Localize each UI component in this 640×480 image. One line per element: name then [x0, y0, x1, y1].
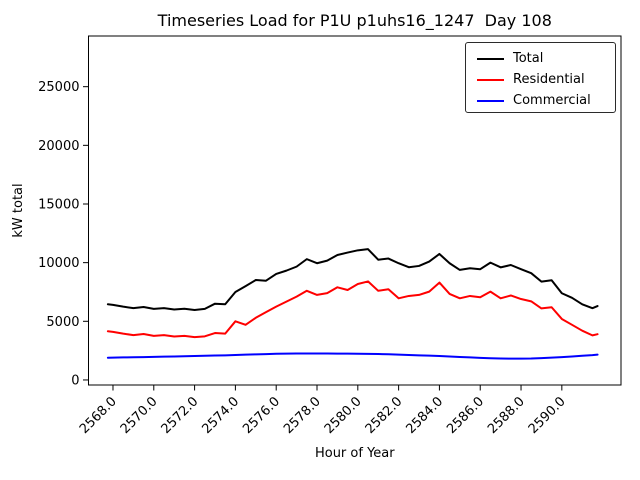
- commercial-line-swatch: [477, 99, 504, 102]
- legend-entry-total: Total: [466, 48, 615, 69]
- x-axis-label: Hour of Year: [315, 446, 395, 461]
- legend-label-total: Total: [513, 51, 544, 66]
- series-line-residential: [106, 280, 599, 339]
- legend-entry-residential: Residential: [466, 69, 615, 90]
- x-tick-label: 2572.0: [159, 394, 202, 437]
- series-line-total: [106, 248, 599, 312]
- x-tick-label: 2580.0: [322, 394, 365, 437]
- x-tick-label: 2574.0: [199, 394, 242, 437]
- residential-line-swatch: [477, 78, 504, 81]
- x-tick-label: 2588.0: [485, 394, 528, 437]
- axes-frame: [88, 35, 622, 386]
- y-tick-label: 15000: [38, 197, 79, 212]
- x-tick-label: 2570.0: [118, 394, 161, 437]
- y-axis-label: kW total: [11, 183, 26, 237]
- y-tick-label: 25000: [38, 80, 79, 95]
- legend-label-commercial: Commercial: [513, 93, 591, 108]
- chart-title: Timeseries Load for P1U p1uhs16_1247 Day…: [157, 11, 552, 31]
- y-tick-label: 20000: [38, 139, 79, 154]
- y-tick-label: 0: [71, 373, 79, 388]
- series-layer: [106, 248, 599, 360]
- series-line-commercial: [106, 352, 599, 360]
- total-line-swatch: [477, 57, 504, 60]
- legend-label-residential: Residential: [513, 72, 585, 87]
- x-tick-label: 2590.0: [526, 394, 569, 437]
- x-tick-label: 2568.0: [77, 394, 120, 437]
- legend-entry-commercial: Commercial: [466, 90, 615, 111]
- legend: Total Residential Commercial: [465, 42, 616, 113]
- x-tick-label: 2586.0: [444, 394, 487, 437]
- y-tick-label: 10000: [38, 256, 79, 271]
- x-tick-label: 2584.0: [403, 394, 446, 437]
- x-tick-label: 2582.0: [363, 394, 406, 437]
- y-tick-label: 5000: [46, 315, 79, 330]
- x-tick-label: 2578.0: [281, 394, 324, 437]
- x-tick-label: 2576.0: [240, 394, 283, 437]
